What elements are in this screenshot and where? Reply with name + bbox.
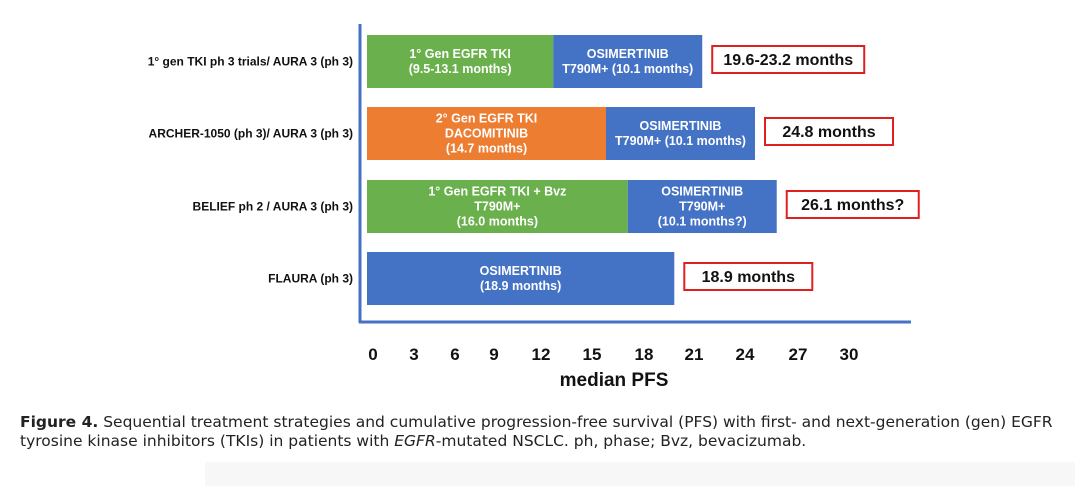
x-tick-label: 18 [635, 345, 654, 364]
total-label: 24.8 months [782, 124, 875, 141]
x-tick-label: 9 [489, 345, 498, 364]
category-label: BELIEF ph 2 / AURA 3 (ph 3) [193, 200, 353, 214]
x-tick-label: 3 [409, 345, 418, 364]
x-tick-label: 12 [532, 345, 551, 364]
footer-band [205, 462, 1075, 486]
bar-segment [367, 107, 607, 160]
segment-label: OSIMERTINIB [661, 185, 743, 199]
segment-label: 2° Gen EGFR TKI [436, 112, 538, 126]
segment-label: (9.5-13.1 months) [409, 62, 512, 76]
x-tick-label: 27 [789, 345, 808, 364]
total-label-box [764, 117, 894, 146]
total-label: 18.9 months [702, 269, 795, 286]
total-label: 26.1 months? [801, 197, 904, 214]
segment-label: (18.9 months) [480, 279, 561, 293]
category-label: 1° gen TKI ph 3 trials/ AURA 3 (ph 3) [148, 55, 353, 69]
total-label-box [683, 262, 814, 291]
caption-italic: EGFR [394, 432, 436, 450]
bar-segment [367, 180, 628, 233]
x-tick-label: 0 [368, 345, 377, 364]
total-label-box [711, 45, 866, 74]
segment-label: 1° Gen EGFR TKI [409, 47, 511, 61]
figure-label: Figure 4. [20, 413, 99, 431]
segment-label: DACOMITINIB [445, 127, 528, 141]
x-tick-label: 6 [450, 345, 459, 364]
segment-label: T790M+ [679, 200, 725, 214]
bar-segment [627, 180, 777, 233]
segment-label: (10.1 months?) [658, 215, 747, 229]
bar-segment [367, 35, 554, 88]
bar-segment [553, 35, 703, 88]
bar-segment [367, 252, 675, 305]
category-label: ARCHER-1050 (ph 3)/ AURA 3 (ph 3) [149, 127, 353, 141]
bar-segment [606, 107, 755, 160]
x-tick-label: 30 [840, 345, 859, 364]
segment-label: OSIMERTINIB [587, 47, 669, 61]
x-tick-label: 15 [583, 345, 602, 364]
category-label: FLAURA (ph 3) [268, 272, 353, 286]
x-axis-title: median PFS [560, 370, 669, 391]
total-label-box [785, 190, 920, 219]
segment-label: (16.0 months) [457, 215, 538, 229]
pfs-chart: 0 3 6 9 12 15 18 21 24 27 30 median PFS 1° gen TKI p… [148, 24, 920, 391]
x-tick-label: 24 [736, 345, 755, 364]
segment-label: 1° Gen EGFR TKI + Bvz [428, 185, 566, 199]
segment-label: T790M+ (10.1 months) [615, 134, 746, 148]
figure-caption: Figure 4. Sequential treatment strategie… [20, 413, 1060, 451]
segment-label: T790M+ [474, 200, 520, 214]
segment-label: OSIMERTINIB [480, 264, 562, 278]
segment-label: OSIMERTINIB [640, 119, 722, 133]
segment-label: (14.7 months) [446, 142, 527, 156]
caption-text-1: Sequential treatment strategies and cumu… [20, 413, 1053, 450]
caption-text-2: -mutated NSCLC. ph, phase; Bvz, bevacizu… [435, 432, 807, 450]
segment-label: T790M+ (10.1 months) [562, 62, 693, 76]
total-label: 19.6-23.2 months [723, 52, 853, 69]
x-tick-label: 21 [685, 345, 704, 364]
